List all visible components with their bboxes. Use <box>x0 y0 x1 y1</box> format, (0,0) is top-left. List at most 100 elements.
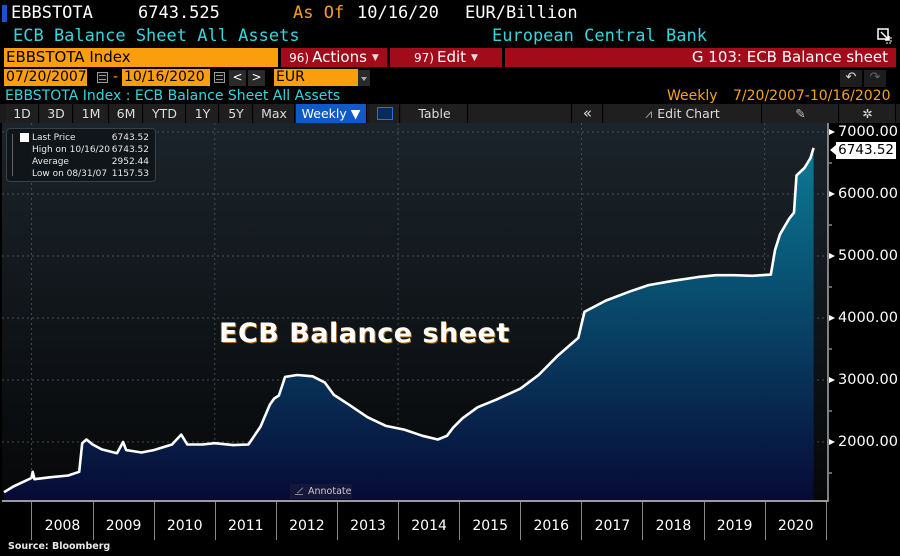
annotate-button[interactable]: Annotate <box>290 484 352 499</box>
collapse-button[interactable]: « <box>573 104 603 123</box>
graph-title: G 103: ECB Balance sheet <box>505 48 896 67</box>
annotate-label: Annotate <box>308 486 352 497</box>
legend-low-value: 1157.53 <box>111 169 149 179</box>
legend-high-value: 6743.52 <box>111 145 149 155</box>
actions-menu-button[interactable]: 96) Actions ▼ <box>281 48 387 67</box>
security-field[interactable]: EBBSTOTA Index <box>4 48 278 67</box>
end-date-input[interactable]: 10/16/2020 <box>122 69 210 86</box>
table-button[interactable]: Table <box>402 104 468 123</box>
actions-number: 96) <box>289 51 310 65</box>
balance-sheet-chart[interactable] <box>0 123 900 503</box>
y-tick-label: 2000.00 <box>838 434 898 450</box>
undo-button[interactable]: ↶ <box>840 70 862 87</box>
ticker-symbol: EBBSTOTA <box>11 3 93 23</box>
x-tick-label: 2016 <box>533 518 570 534</box>
period-1d[interactable]: 1D <box>6 104 39 123</box>
period-6m[interactable]: 6M <box>110 104 143 123</box>
frequency-dropdown[interactable]: Weekly ▼ <box>296 104 367 123</box>
calendar-icon[interactable] <box>97 72 108 83</box>
caret-down-icon: ▼ <box>371 53 379 63</box>
year-separator <box>826 502 827 540</box>
x-tick-label: 2015 <box>472 518 508 534</box>
period-max[interactable]: Max <box>254 104 295 123</box>
chart-type-button[interactable] <box>370 104 400 123</box>
security-marker <box>2 5 7 22</box>
year-separator <box>459 502 460 540</box>
edit-number: 97) <box>414 51 434 65</box>
range-label: 7/20/2007-10/16/2020 <box>733 88 891 104</box>
year-separator <box>581 502 582 540</box>
x-tick-label: 2014 <box>411 518 447 534</box>
date-range-bar: 07/20/2007 - 10/16/2020 < > EUR ↶ ↷ <box>0 69 900 87</box>
chart-legend[interactable]: Last Price 6743.52 High on 10/16/20 6743… <box>6 128 156 182</box>
previous-button[interactable]: < <box>229 70 246 86</box>
y-tick-label: 6000.00 <box>838 186 898 202</box>
period-ytd[interactable]: YTD <box>144 104 186 123</box>
year-separator <box>215 502 216 540</box>
x-tick-label: 2012 <box>289 518 325 534</box>
year-separator <box>704 502 705 540</box>
legend-low-label: Low on 08/31/07 <box>32 169 108 179</box>
pencil-icon <box>295 487 303 495</box>
year-separator <box>642 502 643 540</box>
year-separator <box>337 502 338 540</box>
chart-annotation: ECB Balance sheet <box>219 318 510 349</box>
y-tick-label: 5000.00 <box>838 248 898 264</box>
start-date-input[interactable]: 07/20/2007 <box>4 69 87 86</box>
unit-label: EUR/Billion <box>465 3 578 23</box>
source-note: Source: Bloomberg <box>8 541 111 552</box>
description-header: ECB Balance Sheet All Assets European Ce… <box>0 25 900 47</box>
toolbar-spacer <box>469 104 572 123</box>
x-tick-label: 2017 <box>594 518 631 534</box>
popout-icon[interactable] <box>877 28 893 44</box>
actions-label: Actions <box>312 48 367 66</box>
ticker-header: EBBSTOTA 6743.525 As Of 10/16/20 EUR/Bil… <box>0 2 900 24</box>
legend-average-value: 2952.44 <box>111 157 149 167</box>
currency-select[interactable]: EUR <box>274 69 358 86</box>
redo-button[interactable]: ↷ <box>864 70 886 87</box>
year-separator <box>154 502 155 540</box>
series-line <box>3 147 815 494</box>
last-value: 6743.525 <box>138 3 220 23</box>
x-tick-label: 2011 <box>227 518 264 534</box>
edit-chart-button[interactable]: ⩘ Edit Chart <box>604 104 762 123</box>
edit-chart-icon: ⩘ <box>645 106 653 121</box>
date-separator: - <box>113 69 119 85</box>
year-separator <box>276 502 277 540</box>
period-1m[interactable]: 1M <box>74 104 109 123</box>
edit-menu-button[interactable]: 97) Edit ▼ <box>390 48 502 67</box>
year-separator <box>93 502 94 540</box>
period-3d[interactable]: 3D <box>40 104 73 123</box>
annotate-tool-button[interactable]: ✎ <box>763 104 839 123</box>
x-tick-label: 2020 <box>777 518 814 534</box>
year-separator <box>520 502 521 540</box>
chart-subtitle-bar: EBBSTOTA Index : ECB Balance Sheet All A… <box>0 87 900 105</box>
next-button[interactable]: > <box>248 70 265 86</box>
x-tick-label: 2010 <box>166 518 203 534</box>
x-tick-label: 2019 <box>716 518 753 534</box>
year-separator <box>765 502 766 540</box>
calendar-icon[interactable] <box>214 72 225 83</box>
currency-dropdown-icon[interactable] <box>358 70 370 86</box>
y-tick-label: 4000.00 <box>838 310 898 326</box>
last-price-swatch[interactable] <box>20 133 29 142</box>
year-separator <box>398 502 399 540</box>
legend-tree-line <box>12 134 13 176</box>
period-label: Weekly <box>667 88 718 104</box>
last-price-tag: 6743.52 <box>830 142 896 159</box>
x-tick-label: 2008 <box>44 518 81 534</box>
period-5y[interactable]: 5Y <box>220 104 253 123</box>
security-description: ECB Balance Sheet All Assets <box>13 26 300 46</box>
as-of-date: 10/16/20 <box>357 3 439 23</box>
legend-last-price-value: 6743.52 <box>111 133 149 143</box>
line-chart-icon <box>376 107 393 120</box>
command-bar: EBBSTOTA Index 96) Actions ▼ 97) Edit ▼ G 10… <box>0 48 900 67</box>
edit-chart-label: Edit Chart <box>657 106 720 121</box>
legend-average-label: Average <box>32 157 69 167</box>
chart-toolbar: 1D 3D 1M 6M YTD 1Y 5Y Max Weekly ▼ Table… <box>0 104 900 123</box>
y-tick-label: 7000.00 <box>838 124 898 140</box>
as-of-label: As Of <box>293 3 345 23</box>
issuer-name: European Central Bank <box>492 26 707 46</box>
period-1y[interactable]: 1Y <box>187 104 219 123</box>
settings-button[interactable]: ✲ <box>840 104 896 123</box>
